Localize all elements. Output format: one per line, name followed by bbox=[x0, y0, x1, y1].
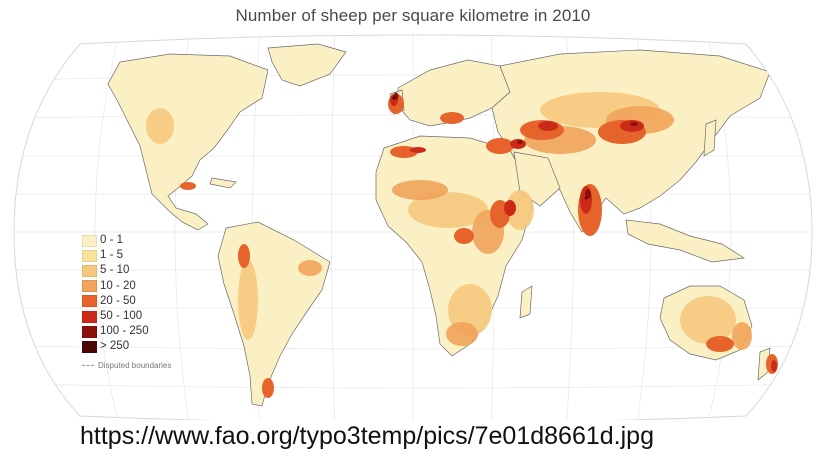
legend-label: 10 - 20 bbox=[100, 279, 136, 292]
legend-swatch bbox=[82, 249, 97, 262]
map-title: Number of sheep per square kilometre in … bbox=[235, 6, 591, 25]
legend-swatch bbox=[82, 264, 97, 277]
legend-item: 5 - 10 bbox=[82, 263, 171, 278]
north-america bbox=[107, 53, 269, 231]
disputed-boundaries-note: Disputed boundaries bbox=[82, 358, 171, 373]
legend-item: 100 - 250 bbox=[82, 324, 171, 339]
legend-item: > 250 bbox=[82, 339, 171, 354]
legend-swatch bbox=[82, 280, 97, 293]
legend-swatch bbox=[82, 295, 97, 308]
dashed-line-icon bbox=[82, 364, 94, 366]
density-patches bbox=[146, 92, 778, 398]
legend-label: 0 - 1 bbox=[100, 234, 124, 246]
legend-swatch bbox=[82, 325, 97, 338]
legend-label: 100 - 250 bbox=[100, 325, 149, 338]
japan bbox=[703, 119, 717, 157]
madagascar bbox=[519, 285, 533, 319]
legend-item: 1 - 5 bbox=[82, 248, 171, 263]
legend-item: 50 - 100 bbox=[82, 309, 171, 324]
legend-swatch bbox=[82, 310, 97, 323]
source-url: https://www.fao.org/typo3temp/pics/7e01d… bbox=[80, 422, 654, 450]
legend-label: 1 - 5 bbox=[100, 249, 124, 262]
legend-label: 50 - 100 bbox=[100, 309, 143, 322]
legend-item: 20 - 50 bbox=[82, 294, 171, 309]
legend-swatch bbox=[82, 234, 97, 247]
disputed-boundaries-label: Disputed boundaries bbox=[98, 360, 172, 370]
legend: 0 - 1 1 - 5 5 - 10 10 - 20 20 - 50 50 - … bbox=[82, 233, 171, 373]
cuba bbox=[209, 177, 237, 189]
southeast-asia bbox=[625, 219, 746, 263]
legend-label: 5 - 10 bbox=[100, 264, 130, 277]
europe bbox=[397, 59, 511, 127]
legend-swatch bbox=[82, 340, 97, 353]
legend-item: 10 - 20 bbox=[82, 279, 171, 294]
world-map bbox=[13, 34, 813, 420]
new-zealand bbox=[757, 347, 771, 381]
legend-label: 20 - 50 bbox=[100, 294, 136, 307]
legend-label: > 250 bbox=[100, 340, 130, 353]
greenland bbox=[267, 43, 347, 87]
legend-item: 0 - 1 bbox=[82, 233, 171, 248]
